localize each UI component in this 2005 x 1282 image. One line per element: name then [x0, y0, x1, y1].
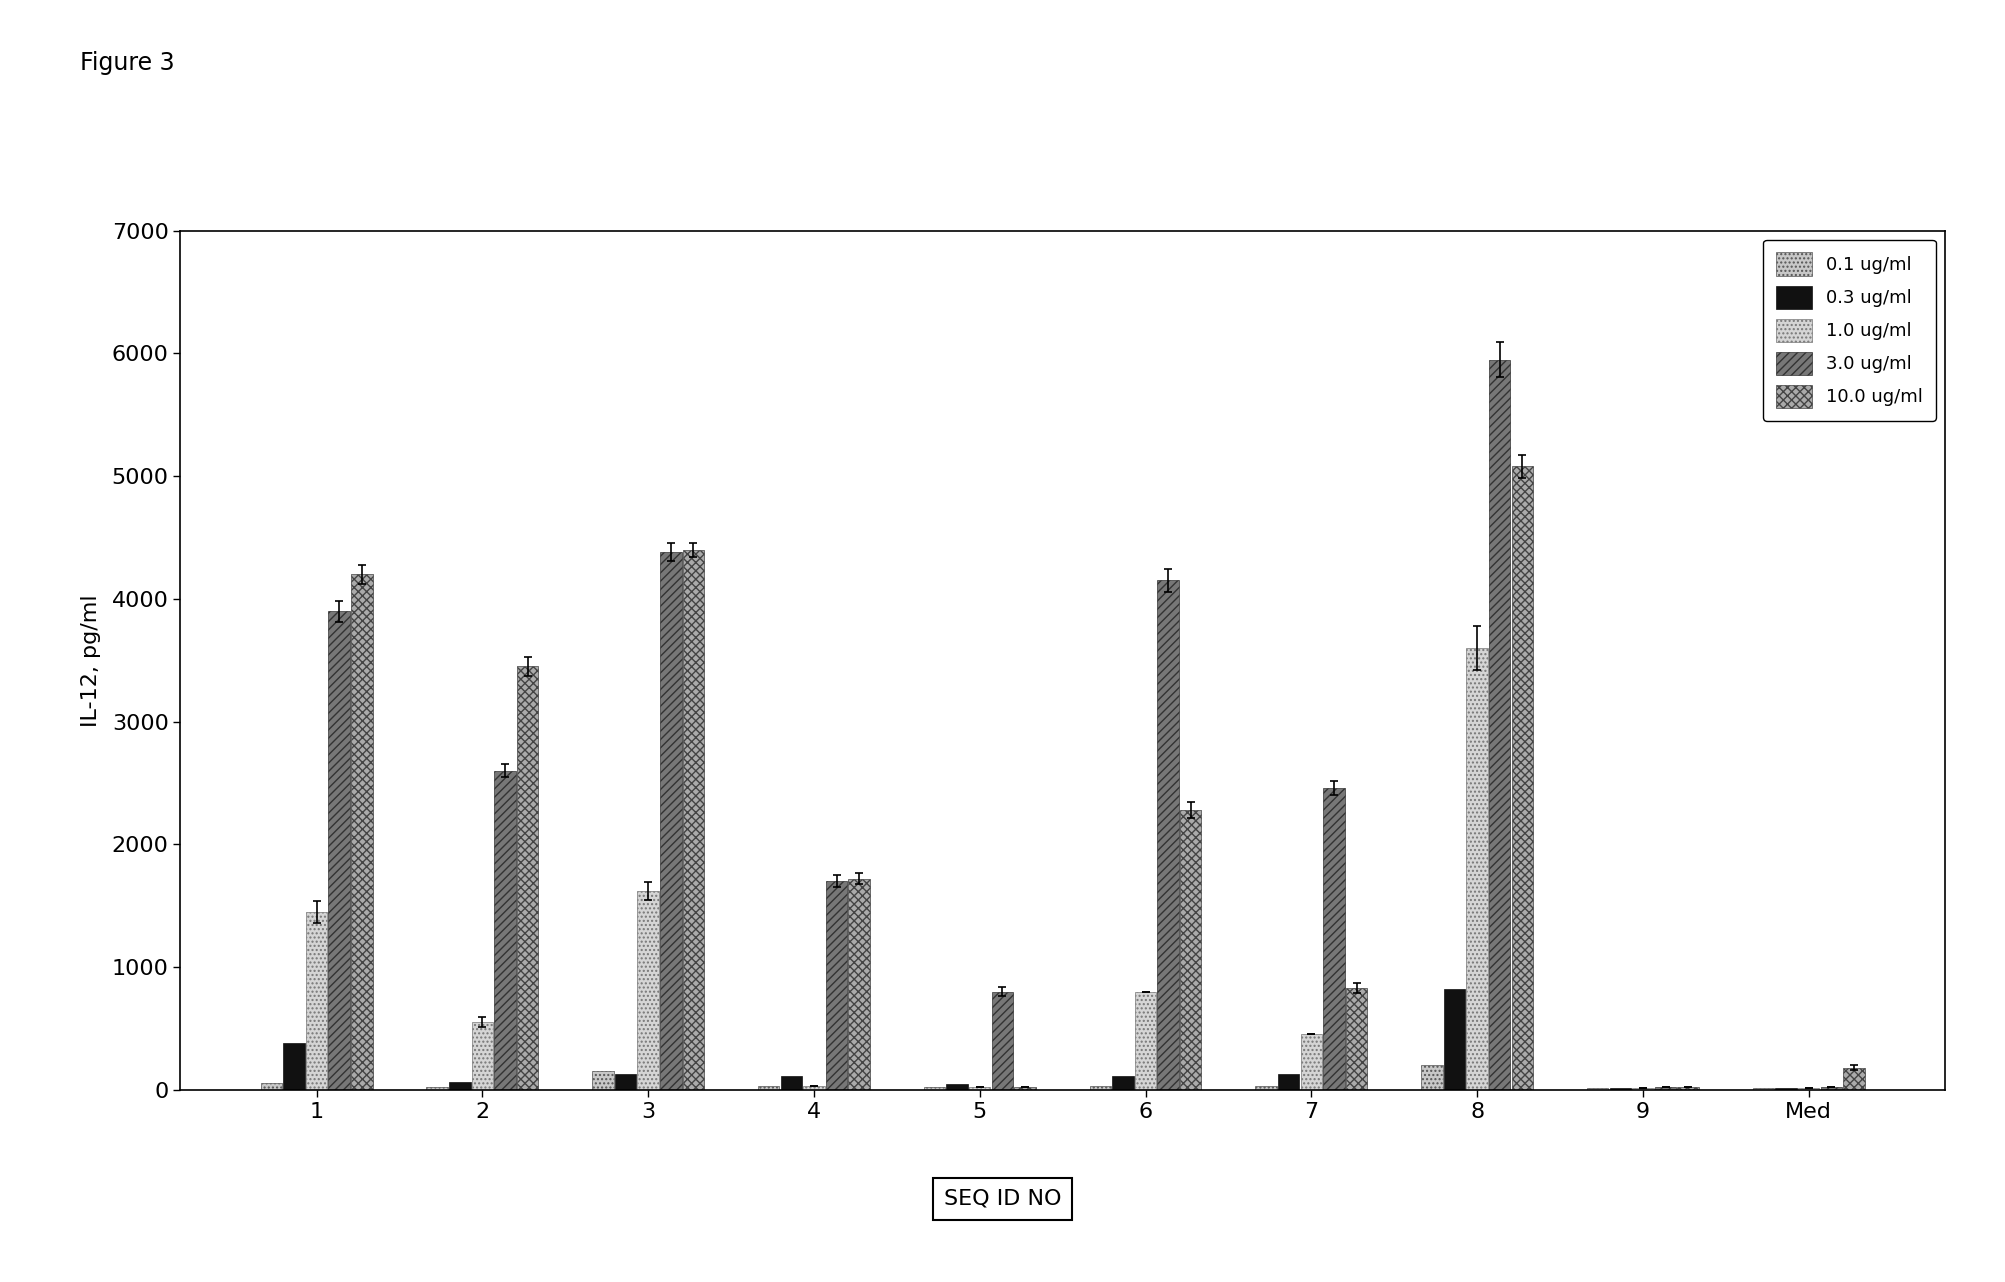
Y-axis label: IL-12, pg/ml: IL-12, pg/ml	[80, 594, 100, 727]
Legend: 0.1 ug/ml, 0.3 ug/ml, 1.0 ug/ml, 3.0 ug/ml, 10.0 ug/ml: 0.1 ug/ml, 0.3 ug/ml, 1.0 ug/ml, 3.0 ug/…	[1762, 240, 1935, 420]
Bar	[1843, 1068, 1865, 1090]
Bar	[1466, 647, 1488, 1090]
Bar	[660, 553, 682, 1090]
Bar	[848, 878, 870, 1090]
Bar	[591, 1072, 614, 1090]
Bar	[517, 667, 539, 1090]
Bar	[1181, 810, 1201, 1090]
Bar	[471, 1022, 493, 1090]
Bar	[1512, 467, 1534, 1090]
Bar	[1654, 1087, 1676, 1090]
Bar	[1444, 990, 1466, 1090]
Bar	[329, 612, 351, 1090]
Bar	[780, 1076, 802, 1090]
Bar	[1678, 1087, 1698, 1090]
Bar	[946, 1085, 968, 1090]
Bar	[351, 574, 373, 1090]
Bar	[1135, 991, 1157, 1090]
Bar	[992, 991, 1013, 1090]
Bar	[1015, 1087, 1037, 1090]
Bar	[1345, 988, 1367, 1090]
Bar	[638, 891, 660, 1090]
Bar	[427, 1087, 447, 1090]
Text: SEQ ID NO: SEQ ID NO	[944, 1188, 1061, 1209]
Bar	[1490, 359, 1510, 1090]
Bar	[1113, 1076, 1133, 1090]
Bar	[495, 770, 515, 1090]
Bar	[1774, 1088, 1796, 1090]
Bar	[261, 1083, 283, 1090]
Bar	[449, 1082, 471, 1090]
Bar	[1301, 1035, 1321, 1090]
Bar	[924, 1087, 944, 1090]
Bar	[1255, 1086, 1277, 1090]
Bar	[682, 550, 704, 1090]
Bar	[968, 1087, 990, 1090]
Bar	[1157, 581, 1179, 1090]
Bar	[1323, 788, 1345, 1090]
Bar	[826, 881, 848, 1090]
Bar	[307, 912, 327, 1090]
Bar	[283, 1044, 305, 1090]
Bar	[1277, 1074, 1299, 1090]
Bar	[758, 1086, 780, 1090]
Bar	[1632, 1088, 1654, 1090]
Bar	[1422, 1065, 1444, 1090]
Bar	[1821, 1087, 1843, 1090]
Text: Figure 3: Figure 3	[80, 51, 174, 76]
Bar	[1610, 1088, 1630, 1090]
Bar	[616, 1074, 636, 1090]
Bar	[804, 1086, 824, 1090]
Bar	[1089, 1086, 1111, 1090]
